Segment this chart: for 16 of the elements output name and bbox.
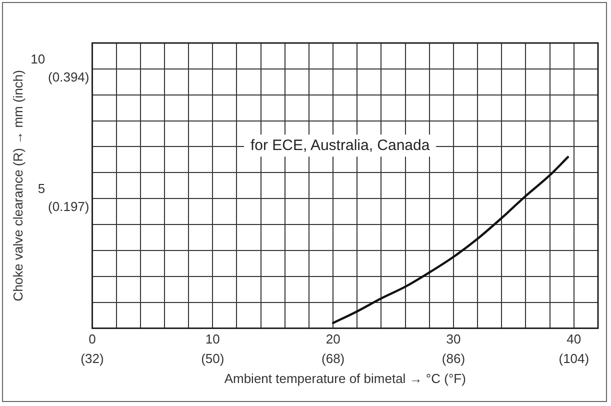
x-tick-label: 10 — [205, 332, 220, 347]
x-tick-label: 30 — [446, 332, 461, 347]
x2-tick-label: (32) — [80, 351, 104, 366]
x2-tick-label: (86) — [442, 351, 466, 366]
x2-tick-label: (104) — [558, 351, 590, 366]
y2-tick-label: (0.394) — [48, 69, 90, 84]
y-tick-label: 5 — [38, 181, 46, 196]
x-tick-label: 0 — [88, 332, 96, 347]
y-axis-title: Choke valve clearance (R) → mm (inch) — [10, 70, 26, 302]
x-tick-label: 40 — [566, 332, 582, 347]
x-tick-label: 20 — [326, 332, 340, 347]
annotation: for ECE, Australia, Canada — [250, 136, 430, 154]
x2-tick-label: (50) — [201, 351, 224, 366]
x-axis-title: Ambient temperature of bimetal → °C (°F) — [224, 370, 466, 386]
y2-tick-label: (0.197) — [48, 199, 90, 214]
x2-tick-label: (68) — [322, 351, 345, 366]
